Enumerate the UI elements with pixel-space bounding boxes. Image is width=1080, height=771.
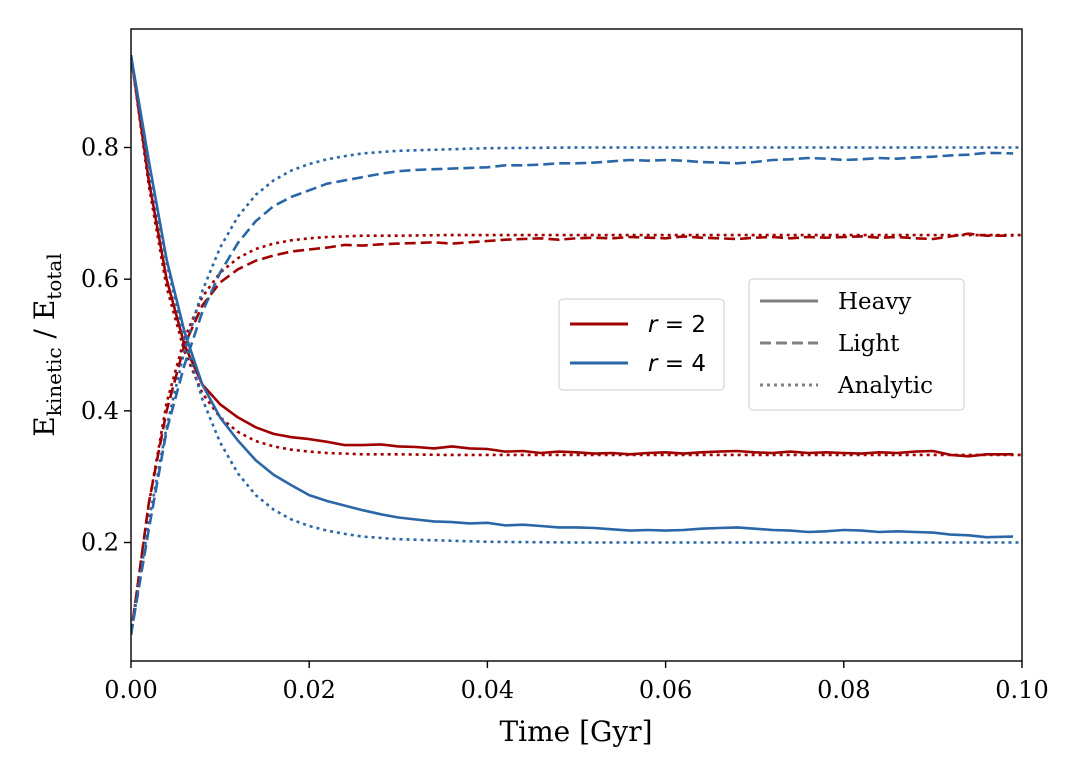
- x-tick-label: 0.04: [461, 676, 514, 704]
- y-tick-label: 0.8: [81, 134, 119, 162]
- series-line-r2-heavy: [131, 55, 1014, 458]
- legend-ratio-label-r4: r = 4: [648, 351, 706, 377]
- series-line-r4-analytic: [131, 55, 1022, 544]
- x-tick-label: 0.00: [104, 676, 157, 704]
- legend-style-label-light: Light: [838, 331, 900, 357]
- y-axis-title-sep: / E: [28, 300, 61, 348]
- y-axis-title-sub1: kinetic: [42, 347, 66, 416]
- legend-ratio-val-r2: = 2: [657, 312, 706, 338]
- legend-style: Heavy Light Analytic: [748, 278, 965, 411]
- legend-ratio-var-r4: r: [648, 351, 659, 377]
- legend-ratio-var-r2: r: [648, 312, 659, 338]
- plot-frame: [130, 28, 1023, 662]
- x-tick-label: 0.02: [282, 676, 335, 704]
- y-axis-title: Ekinetic / Etotal: [28, 253, 66, 436]
- legend-ratio-label-r2: r = 2: [648, 312, 706, 338]
- y-tick-label: 0.4: [81, 397, 119, 425]
- legend-style-box: [748, 278, 965, 411]
- y-tick-label: 0.2: [81, 529, 119, 557]
- y-axis-title-sub2: total: [42, 253, 66, 299]
- legend-ratio-val-r4: = 4: [657, 351, 706, 377]
- legend-ratio-box: [558, 298, 725, 391]
- series-layer: [131, 55, 1022, 635]
- x-axis: 0.00 0.02 0.04 0.06 0.08 0.10: [104, 661, 1049, 704]
- x-tick-label: 0.06: [639, 676, 692, 704]
- series-line-r4-analytic-light: [131, 146, 1022, 635]
- y-tick-label: 0.6: [81, 265, 119, 293]
- y-axis: 0.2 0.4 0.6 0.8: [81, 134, 131, 557]
- x-axis-title: Time [Gyr]: [499, 715, 652, 748]
- x-tick-label: 0.08: [817, 676, 870, 704]
- series-line-r4-light: [131, 151, 1014, 635]
- legend-ratio: r = 2 r = 4: [558, 298, 725, 391]
- series-line-r2-light: [131, 232, 1014, 635]
- x-tick-label: 0.10: [995, 676, 1048, 704]
- legend-style-label-heavy: Heavy: [838, 289, 911, 315]
- series-line-r4-heavy: [131, 55, 1014, 539]
- legend-style-label-analytic: Analytic: [837, 373, 933, 399]
- y-axis-title-e1: E: [28, 416, 61, 436]
